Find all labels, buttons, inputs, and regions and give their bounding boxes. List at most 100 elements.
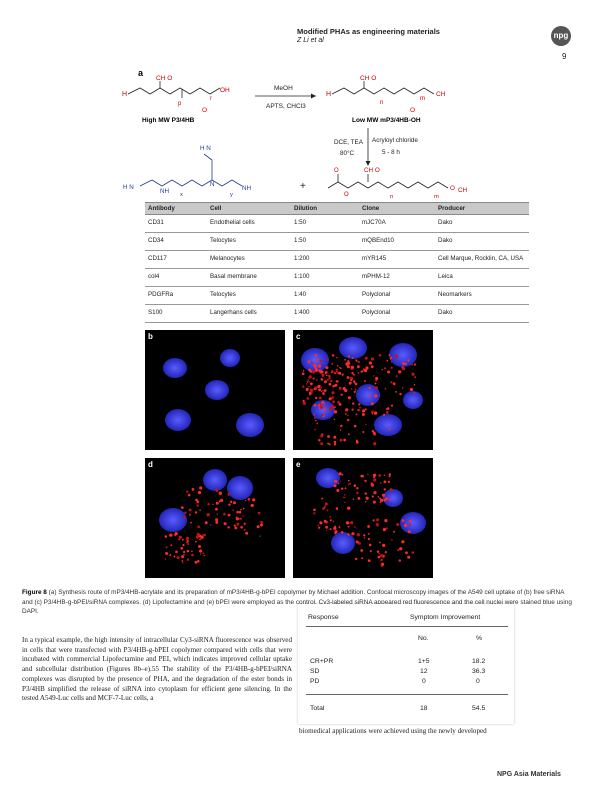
- microscopy-grid: b c d e: [145, 330, 445, 585]
- fluorescence-speckle: [328, 397, 332, 401]
- fluorescence-speckle: [318, 388, 321, 392]
- cell-cell: Basal membrane: [207, 268, 291, 287]
- fluorescence-speckle: [238, 518, 241, 520]
- fluorescence-speckle: [324, 505, 326, 507]
- fluorescence-speckle: [409, 519, 412, 523]
- fluorescence-speckle: [199, 538, 201, 541]
- fluorescence-speckle: [313, 508, 316, 512]
- panel-label-e: e: [296, 460, 301, 469]
- fluorescence-speckle: [320, 442, 324, 446]
- fluorescence-speckle: [355, 413, 358, 416]
- fluorescence-speckle: [187, 493, 191, 497]
- caption-text: (a) Synthesis route of mP3/4HB-acrylate …: [22, 589, 572, 615]
- fluorescence-speckle: [378, 353, 382, 357]
- fluorescence-speckle: [309, 388, 314, 392]
- fluorescence-speckle: [345, 362, 349, 366]
- fluorescence-speckle: [206, 513, 210, 517]
- fluorescence-speckle: [313, 512, 316, 515]
- reagent-top: MeOH: [274, 85, 293, 92]
- fluorescence-speckle: [380, 559, 382, 562]
- fluorescence-speckle: [305, 383, 308, 385]
- fluorescence-speckle: [373, 478, 377, 482]
- fluorescence-speckle: [347, 418, 350, 422]
- fluorescence-speckle: [323, 408, 327, 411]
- fluorescence-speckle: [364, 408, 367, 411]
- cell-cell: Melanocytes: [207, 250, 291, 269]
- fluorescence-speckle: [379, 497, 382, 500]
- fluorescence-speckle: [233, 501, 236, 505]
- fluorescence-speckle: [250, 503, 254, 508]
- fluorescence-speckle: [380, 498, 384, 502]
- fluorescence-speckle: [385, 497, 388, 501]
- fluorescence-speckle: [411, 551, 415, 554]
- fluorescence-speckle: [347, 360, 350, 363]
- fluorescence-speckle: [327, 406, 329, 409]
- fluorescence-speckle: [307, 379, 309, 381]
- fluorescence-speckle: [227, 526, 230, 529]
- svg-text:r: r: [210, 96, 212, 102]
- fluorescence-speckle: [308, 375, 312, 379]
- fluorescence-speckle: [165, 546, 168, 549]
- fluorescence-speckle: [340, 424, 343, 428]
- fluorescence-speckle: [367, 525, 370, 528]
- fluorescence-speckle: [357, 372, 360, 374]
- fluorescence-speckle: [351, 372, 354, 375]
- right-polymer-structure: [331, 81, 435, 95]
- cell-dilution: 1:50: [291, 214, 359, 233]
- divider: [306, 626, 508, 627]
- fluorescence-speckle: [360, 370, 363, 373]
- fluorescence-speckle: [308, 386, 310, 388]
- fluorescence-speckle: [323, 389, 327, 392]
- row-pct: 18.2: [472, 658, 486, 665]
- fluorescence-speckle: [359, 406, 361, 409]
- fluorescence-speckle: [216, 491, 218, 493]
- fluorescence-speckle: [306, 397, 309, 400]
- svg-text:CH O: CH O: [156, 75, 172, 82]
- cell-clone: mYR145: [359, 250, 435, 269]
- fluorescence-speckle: [327, 442, 329, 445]
- fluorescence-speckle: [305, 387, 309, 391]
- fluorescence-speckle: [313, 414, 315, 416]
- fluorescence-speckle: [173, 555, 176, 558]
- fluorescence-speckle: [373, 442, 377, 446]
- fluorescence-speckle: [302, 399, 305, 402]
- fluorescence-speckle: [396, 523, 400, 526]
- fluorescence-speckle: [340, 393, 343, 396]
- fluorescence-speckle: [319, 521, 323, 525]
- fluorescence-speckle: [315, 419, 317, 422]
- microscopy-panel-e: e: [293, 458, 433, 578]
- fluorescence-speckle: [320, 359, 323, 363]
- fluorescence-speckle: [397, 549, 400, 552]
- fluorescence-speckle: [331, 362, 334, 365]
- fluorescence-speckle: [232, 509, 234, 511]
- fluorescence-speckle: [178, 535, 182, 539]
- fluorescence-speckle: [356, 533, 360, 537]
- fluorescence-speckle: [228, 503, 231, 506]
- fluorescence-speckle: [387, 370, 391, 374]
- fluorescence-speckle: [306, 381, 309, 383]
- fluorescence-speckle: [245, 531, 249, 535]
- fluorescence-speckle: [186, 549, 190, 553]
- fluorescence-speckle: [372, 431, 376, 435]
- fluorescence-speckle: [356, 491, 359, 495]
- svg-text:m: m: [434, 194, 439, 200]
- body-paragraph: In a typical example, the high intensity…: [22, 636, 292, 703]
- fluorescence-speckle: [336, 380, 339, 383]
- fluorescence-speckle: [361, 557, 364, 560]
- fluorescence-speckle: [218, 491, 222, 495]
- fluorescence-speckle: [365, 424, 367, 426]
- fluorescence-speckle: [327, 435, 330, 438]
- fluorescence-speckle: [362, 431, 365, 433]
- fluorescence-speckle: [358, 409, 361, 412]
- right-column-fragment: biomedical applications were achieved us…: [299, 727, 487, 735]
- acrylate-structure: [327, 174, 449, 189]
- panel-c-image: [301, 337, 423, 446]
- npg-logo: npg: [551, 26, 571, 46]
- fluorescence-speckle: [337, 365, 339, 367]
- fluorescence-speckle: [336, 357, 338, 359]
- fluorescence-speckle: [257, 511, 261, 515]
- fluorescence-speckle: [388, 428, 391, 431]
- fluorescence-speckle: [215, 488, 219, 492]
- fluorescence-speckle: [324, 380, 327, 384]
- fluorescence-speckle: [345, 521, 349, 525]
